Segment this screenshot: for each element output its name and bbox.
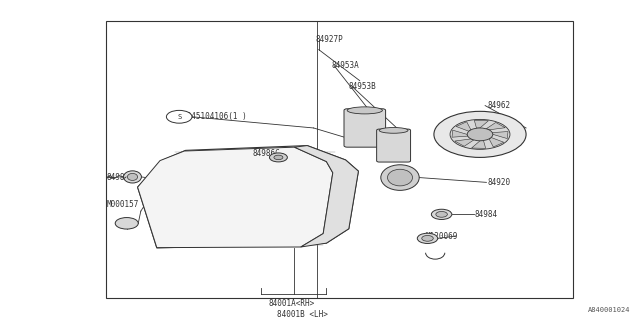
Text: 84927P: 84927P: [316, 36, 343, 44]
Circle shape: [434, 111, 526, 157]
Text: 84920: 84920: [488, 178, 511, 187]
Bar: [106, 21, 573, 298]
Circle shape: [269, 153, 287, 162]
Polygon shape: [492, 132, 508, 139]
Circle shape: [436, 212, 447, 217]
Polygon shape: [474, 120, 488, 128]
FancyBboxPatch shape: [344, 109, 385, 147]
Polygon shape: [294, 146, 358, 247]
Polygon shape: [489, 138, 504, 147]
Text: S: S: [177, 114, 181, 120]
Polygon shape: [138, 146, 358, 248]
Circle shape: [166, 110, 192, 123]
Polygon shape: [486, 123, 505, 130]
Circle shape: [274, 155, 283, 160]
Text: 84985A: 84985A: [107, 173, 134, 182]
Text: 84986C: 84986C: [252, 149, 280, 158]
Circle shape: [467, 128, 493, 141]
Polygon shape: [455, 139, 474, 146]
Circle shape: [417, 233, 438, 244]
Text: ß045104106(1 ): ß045104106(1 ): [182, 112, 247, 121]
Text: 84984: 84984: [475, 210, 498, 219]
Text: 84953A: 84953A: [332, 61, 359, 70]
Text: 84962: 84962: [488, 101, 511, 110]
Ellipse shape: [388, 169, 413, 186]
Text: M000157: M000157: [107, 200, 140, 209]
Circle shape: [422, 236, 433, 241]
Circle shape: [115, 218, 138, 229]
Text: 84953B: 84953B: [349, 82, 376, 91]
Text: A840001024: A840001024: [588, 307, 630, 313]
Circle shape: [431, 209, 452, 220]
Text: M120069: M120069: [426, 232, 458, 241]
Text: 84001A<RH>: 84001A<RH>: [268, 299, 314, 308]
Polygon shape: [138, 147, 333, 248]
Circle shape: [450, 119, 510, 149]
Ellipse shape: [380, 127, 408, 133]
Polygon shape: [456, 122, 471, 131]
Ellipse shape: [381, 165, 419, 190]
Text: 84001B <LH>: 84001B <LH>: [276, 310, 328, 319]
Polygon shape: [452, 130, 468, 137]
Polygon shape: [472, 140, 486, 148]
Ellipse shape: [347, 107, 383, 114]
Ellipse shape: [124, 171, 141, 183]
FancyBboxPatch shape: [376, 129, 411, 162]
Ellipse shape: [127, 173, 138, 180]
